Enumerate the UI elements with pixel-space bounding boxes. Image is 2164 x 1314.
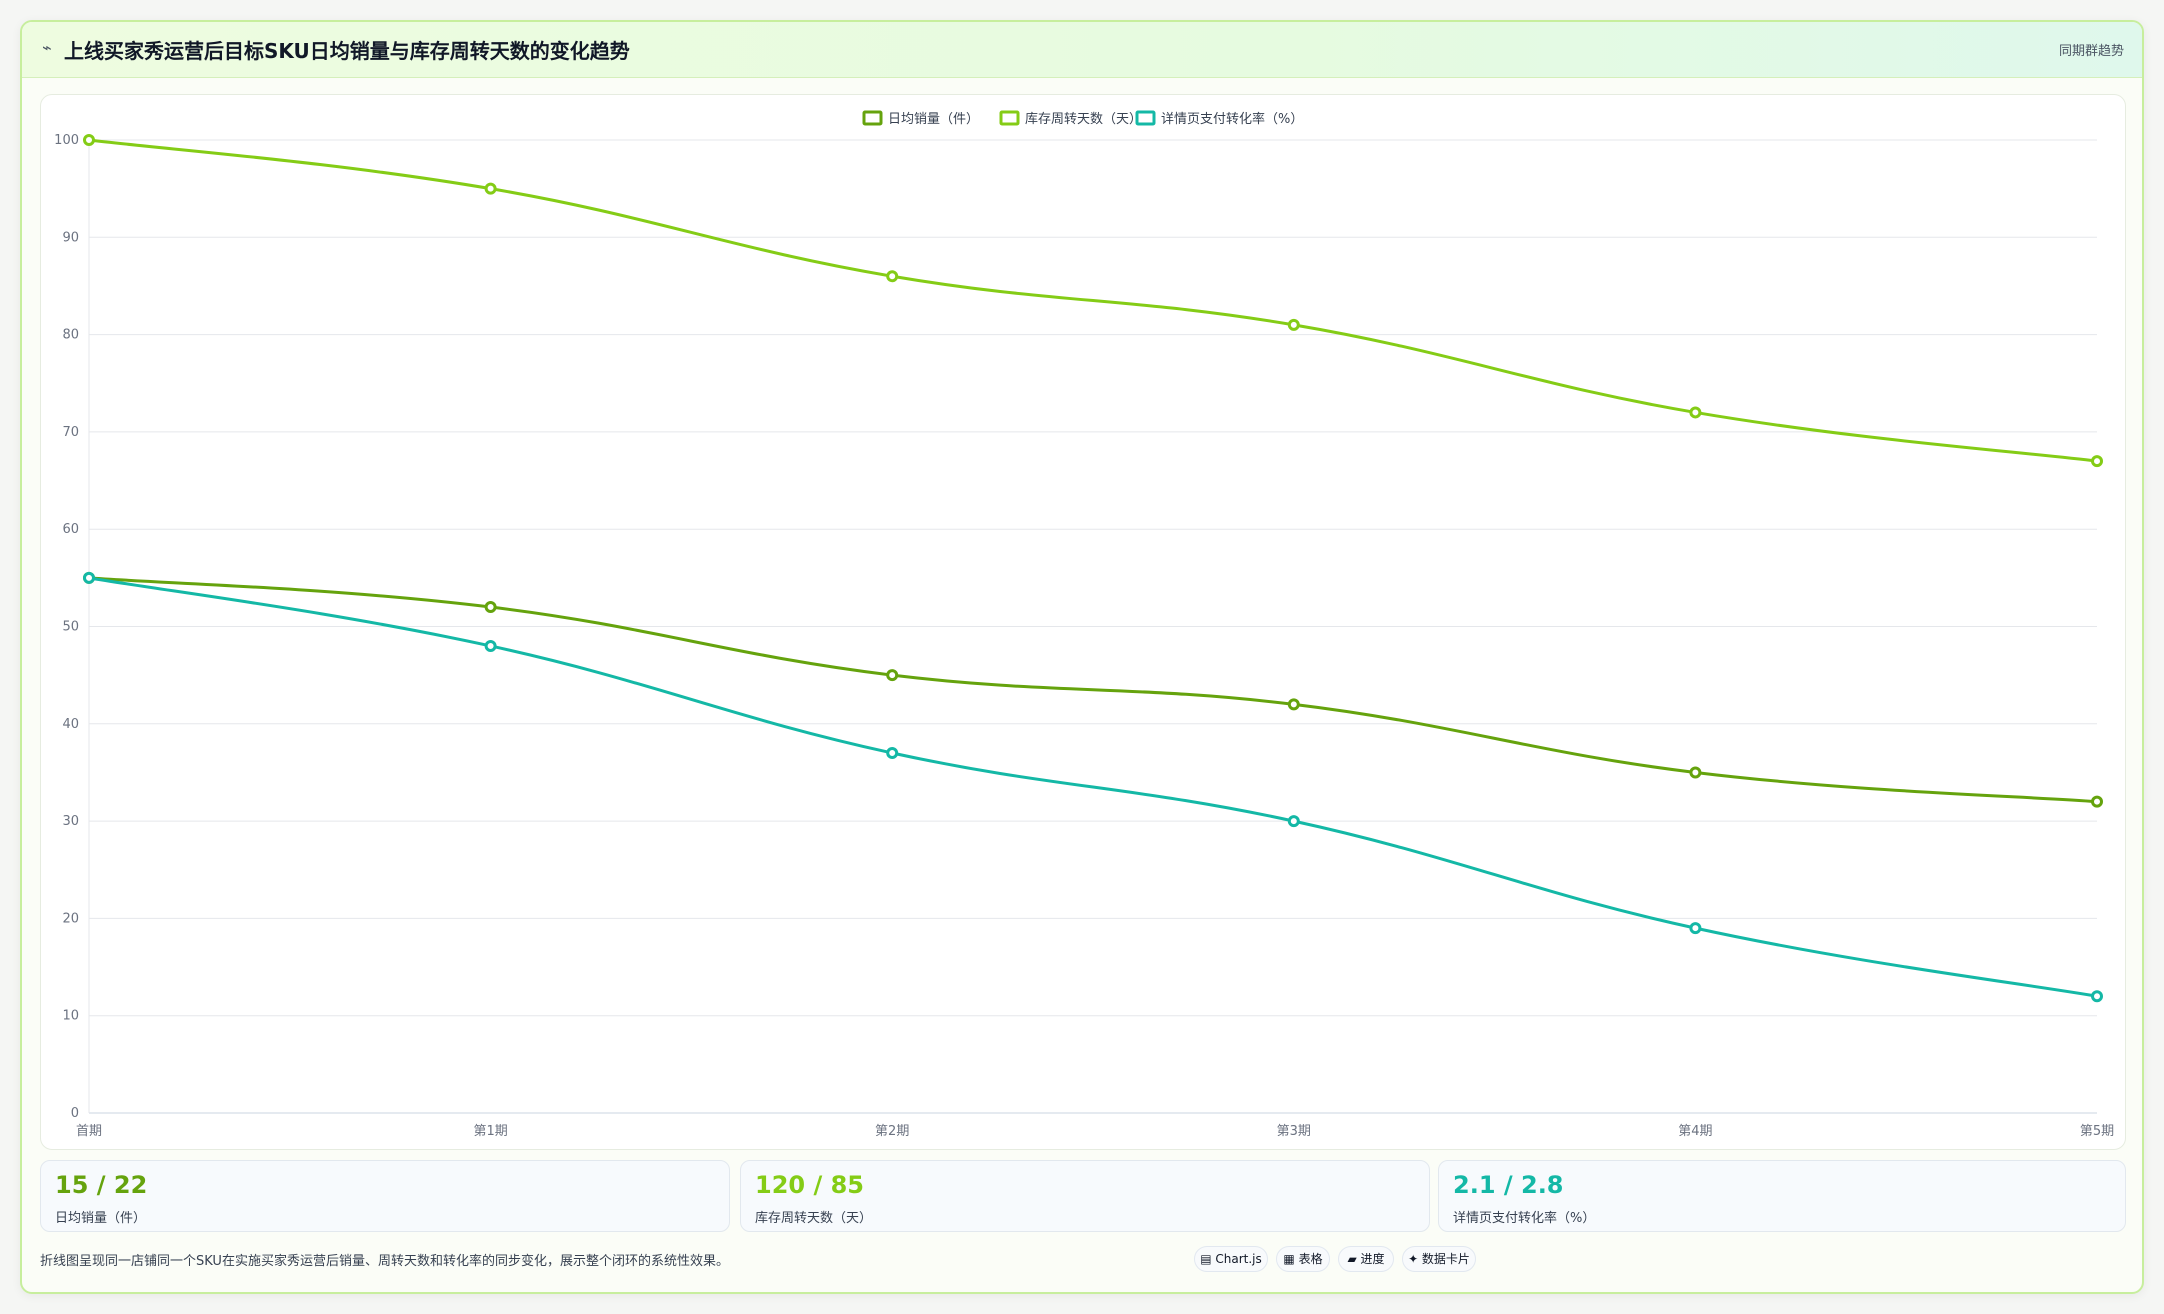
stat-label: 日均销量（件） bbox=[55, 1211, 147, 1226]
data-point bbox=[484, 639, 497, 652]
card-header: ⌁ 上线买家秀运营后目标SKU日均销量与库存周转天数的变化趋势 同期群趋势 bbox=[22, 22, 2142, 78]
stat-label: 详情页支付转化率（%） bbox=[1453, 1211, 1596, 1226]
y-tick-label: 40 bbox=[62, 717, 79, 732]
y-tick-label: 70 bbox=[62, 425, 79, 440]
data-point bbox=[83, 134, 95, 146]
y-tick-label: 20 bbox=[62, 911, 79, 926]
x-tick-label: 第1期 bbox=[473, 1124, 507, 1139]
y-tick-label: 100 bbox=[54, 133, 79, 148]
badge-table[interactable]: ▦ 表格 bbox=[1276, 1246, 1330, 1272]
y-tick-label: 60 bbox=[62, 522, 79, 537]
y-tick-label: 50 bbox=[62, 620, 79, 635]
y-tick-label: 90 bbox=[62, 230, 79, 245]
footer-note: 折线图呈现同一店铺同一个SKU在实施买家秀运营后销量、周转天数和转化率的同步变化… bbox=[40, 1254, 729, 1269]
stat-card-turnover: 120 / 85 库存周转天数（天） bbox=[740, 1160, 1430, 1232]
x-tick-label: 首期 bbox=[76, 1124, 102, 1139]
legend-label: 库存周转天数（天） bbox=[1025, 111, 1142, 127]
chart-title: 上线买家秀运营后目标SKU日均销量与库存周转天数的变化趋势 bbox=[64, 39, 630, 63]
badge-data-card[interactable]: ✦ 数据卡片 bbox=[1402, 1246, 1476, 1272]
data-point bbox=[2091, 990, 2103, 1003]
data-point bbox=[484, 601, 497, 614]
data-point bbox=[1689, 922, 1702, 935]
data-point bbox=[1689, 406, 1702, 419]
x-tick-label: 第2期 bbox=[875, 1124, 909, 1139]
stat-value: 120 / 85 bbox=[755, 1171, 864, 1199]
series-line-2 bbox=[88, 576, 2098, 998]
stat-value: 15 / 22 bbox=[55, 1171, 148, 1199]
chart-panel: 0 10 20 30 40 50 60 70 80 90 100 首期 第1期 第2期 第3期 第4期 第5期 日… bbox=[40, 94, 2126, 1150]
y-tick-label: 0 bbox=[71, 1106, 79, 1121]
data-point bbox=[83, 571, 95, 584]
data-point bbox=[886, 669, 899, 682]
stat-label: 库存周转天数（天） bbox=[755, 1211, 873, 1226]
data-point bbox=[484, 182, 497, 195]
line-chart: 0 10 20 30 40 50 60 70 80 90 100 首期 第1期 第2期 第3期 第4期 第5期 日… bbox=[54, 110, 2114, 1139]
badge-progress[interactable]: ▰ 进度 bbox=[1338, 1246, 1394, 1272]
badge-chartjs[interactable]: ▤ Chart.js bbox=[1194, 1246, 1268, 1272]
stat-card-sales: 15 / 22 日均销量（件） bbox=[40, 1160, 730, 1232]
chart-card: ⌁ 上线买家秀运营后目标SKU日均销量与库存周转天数的变化趋势 同期群趋势 0 1… bbox=[20, 20, 2144, 1294]
data-point bbox=[1287, 698, 1300, 711]
x-tick-label: 第5期 bbox=[2080, 1124, 2114, 1139]
stat-card-conversion: 2.1 / 2.8 详情页支付转化率（%） bbox=[1438, 1160, 2126, 1232]
stat-value: 2.1 / 2.8 bbox=[1453, 1171, 1564, 1199]
y-tick-label: 80 bbox=[62, 328, 79, 343]
series-line-0 bbox=[88, 576, 2098, 804]
data-point bbox=[2091, 455, 2103, 468]
data-point bbox=[1287, 815, 1300, 828]
legend-swatch bbox=[999, 110, 1020, 126]
y-tick-label: 10 bbox=[62, 1009, 79, 1024]
stat-cards: 15 / 22 日均销量（件） 120 / 85 库存周转天数（天） 2.1 /… bbox=[40, 1160, 2126, 1232]
data-point bbox=[886, 746, 899, 759]
x-tick-label: 第4期 bbox=[1678, 1124, 1712, 1139]
data-point bbox=[1689, 766, 1702, 779]
legend-label: 详情页支付转化率（%） bbox=[1161, 111, 1303, 127]
y-tick-label: 30 bbox=[62, 814, 79, 829]
trend-icon: ⌁ bbox=[42, 38, 52, 57]
data-point bbox=[886, 270, 899, 283]
data-point bbox=[2091, 795, 2103, 808]
header-tag: 同期群趋势 bbox=[2058, 44, 2124, 59]
legend-label: 日均销量（件） bbox=[888, 112, 979, 127]
data-point bbox=[1287, 318, 1300, 331]
legend-swatch bbox=[862, 110, 883, 126]
x-tick-label: 第3期 bbox=[1277, 1124, 1311, 1139]
legend-swatch bbox=[1135, 110, 1156, 126]
series-line-1 bbox=[88, 138, 2098, 463]
